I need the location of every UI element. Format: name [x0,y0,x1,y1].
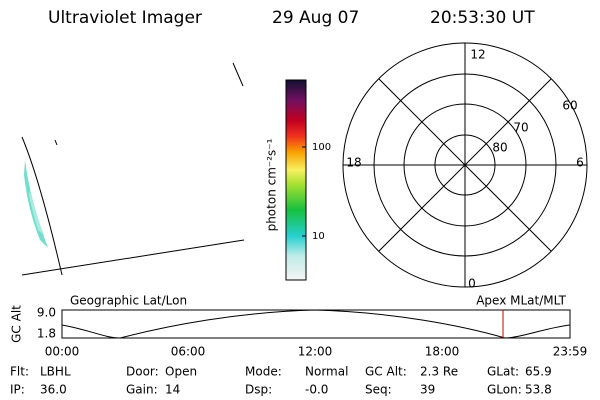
field-value: LBHL [40,365,71,379]
colorbar-tick: 10 [312,231,325,242]
field-value: 39 [420,383,435,397]
y-label: GC Alt [10,305,24,343]
field-value: -0.0 [305,383,328,397]
orbit-plot: Geographic Lat/Lon Apex MLat/MLT GC Alt … [10,294,588,359]
field-label: Dsp: [245,383,272,397]
field-value: Open [165,365,197,379]
x-tick-label: 06:00 [171,345,206,359]
field-value: 65.9 [525,365,552,379]
field-label: Seq: [365,383,392,397]
mlt-label: 6 [576,156,584,170]
field-label: GC Alt: [365,365,407,379]
colorbar-tick: 100 [312,142,331,153]
footer: Flt: LBHL Door: Open Mode: Normal GC Alt: 2.3 R… [10,365,552,397]
date: 29 Aug 07 [272,8,359,28]
time: 20:53:30 UT [430,8,535,28]
right-title: Apex MLat/MLT [476,294,566,308]
field-label: GLat: [487,365,519,379]
y-tick-label: 9.0 [37,306,56,320]
y-tick-label: 1.8 [37,327,56,341]
mlt-label: 18 [346,156,361,170]
field-value: 53.8 [525,383,552,397]
x-tick-label: 00:00 [45,345,80,359]
field-label: Door: [126,365,159,379]
field-label: Flt: [10,365,29,379]
field-value: 36.0 [40,383,67,397]
instrument: Ultraviolet Imager [48,8,202,28]
colorbar: 100 10 photon cm⁻²s⁻¹ [265,79,331,281]
x-tick-label: 12:00 [298,345,333,359]
mlat-label: 80 [492,141,507,155]
field-label: GLon: [487,383,522,397]
field-value: 14 [165,383,180,397]
left-title: Geographic Lat/Lon [70,294,187,308]
mlat-label: 60 [562,99,577,113]
field-value: Normal [305,365,348,379]
colorbar-label: photon cm⁻²s⁻¹ [265,138,279,231]
polar-plot: 12 18 6 0 60 70 80 [342,42,588,291]
field-label: Mode: [245,365,282,379]
mlt-label: 0 [468,277,476,291]
field-label: IP: [10,383,25,397]
image-panel [21,62,245,276]
field-label: Gain: [126,383,158,397]
field-value: 2.3 Re [420,365,458,379]
x-tick-label: 23:59 [553,345,588,359]
mlat-label: 70 [513,121,528,135]
x-tick-label: 18:00 [425,345,460,359]
mlt-label: 12 [470,48,485,62]
